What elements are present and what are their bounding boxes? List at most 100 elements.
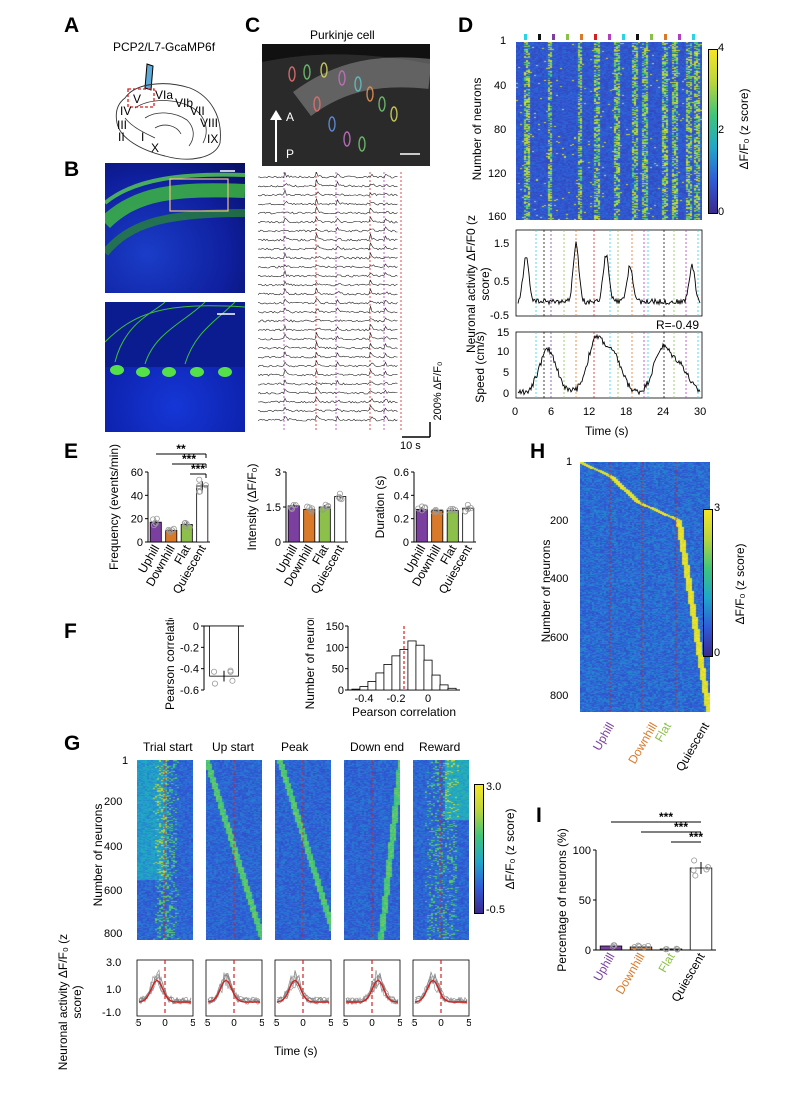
aligned-trace: -5 0 5 [411, 959, 471, 1028]
individual-trace [276, 974, 330, 1004]
data-point [636, 943, 643, 950]
data-point [609, 943, 616, 950]
x-tick-label: 0 [369, 1018, 375, 1028]
data-point [690, 867, 697, 874]
event-marker [664, 34, 667, 40]
data-point [170, 525, 177, 532]
data-point [692, 872, 699, 879]
individual-trace [207, 973, 261, 1005]
mean-trace [346, 979, 399, 1003]
lobule-label-viii: VIII [200, 116, 219, 130]
neuron-trace [258, 379, 398, 386]
y-tick-label: 0 [403, 537, 409, 549]
neuron-trace [258, 306, 398, 314]
individual-trace [207, 973, 261, 1005]
y-tick-label: 0.4 [394, 490, 409, 502]
data-point [691, 857, 698, 864]
data-point [320, 506, 327, 513]
neuron-trace [258, 242, 398, 251]
g-colorbar-tick-min: -0.5 [486, 904, 505, 916]
lobule-label-ix: IX [207, 132, 219, 146]
individual-trace [345, 978, 399, 1005]
data-point [153, 515, 160, 522]
neuron-trace [258, 414, 398, 422]
histogram-bar [439, 684, 449, 691]
category-label: Flat [655, 950, 677, 975]
significance-label: *** [689, 830, 703, 844]
activity-ytick-neg0.5: -0.5 [490, 310, 509, 322]
mean-trace [138, 979, 191, 1003]
y-tick-label: 0 [137, 537, 143, 549]
event-marker [594, 34, 597, 40]
h-category-uphill: Uphill [589, 720, 618, 753]
d-colorbar-tick-0: 0 [718, 206, 725, 218]
bar-chart: -0.6 -0.4 -0.2 0 Pearson correlation [163, 618, 244, 710]
speed-ytick-15: 15 [497, 327, 510, 339]
heatmap-ytick-160: 160 [488, 211, 507, 223]
event-marker [636, 34, 639, 40]
x-tick-label: -5 [342, 1018, 349, 1028]
h-ytick-800: 800 [550, 690, 569, 702]
y-tick-label: 3 [275, 467, 281, 479]
y-axis-label: Duration (s) [373, 476, 387, 539]
data-point [467, 505, 474, 512]
aligned-trace: -5 0 5 [273, 959, 333, 1028]
g-ytick-200: 200 [104, 796, 123, 808]
bar [689, 867, 713, 951]
data-point [430, 508, 437, 515]
histogram-bar [447, 687, 457, 691]
heatmap-ytick-80: 80 [494, 124, 507, 136]
bar [431, 510, 444, 543]
x-tick-label: 0 [162, 1018, 168, 1028]
individual-trace [207, 973, 261, 1004]
individual-trace [138, 976, 192, 1005]
neuron-trace [258, 396, 398, 404]
purkinje-title: Purkinje cell [310, 28, 375, 42]
category-label: Downhill [613, 951, 648, 997]
data-point [196, 488, 203, 495]
heatmap-ylabel: Number of neurons [470, 77, 484, 181]
category-label: Uphill [590, 951, 617, 984]
construct-label: PCP2/L7-GcaMP6f [113, 40, 216, 54]
activity-line [517, 241, 701, 306]
axis-label-a: A [286, 110, 295, 124]
trace-scale-bar [402, 422, 431, 438]
y-tick-label: 0 [585, 945, 591, 957]
g-trace-ytick-3: 3.0 [106, 957, 122, 969]
activity-ytick-0.5: 0.5 [494, 276, 510, 288]
individual-trace [345, 972, 399, 1006]
individual-trace [138, 969, 192, 1005]
panel-label-f: F [64, 620, 77, 643]
speed-xtick-18: 18 [620, 406, 633, 418]
mean-trace [207, 979, 260, 1003]
trace-frame [136, 959, 194, 1017]
data-point [211, 668, 218, 675]
aligned-heatmap [137, 760, 193, 940]
x-tick-label: 5 [190, 1018, 195, 1028]
individual-trace [207, 973, 261, 1003]
panel-label-b: B [64, 158, 80, 181]
lobule-label-i: I [141, 130, 145, 144]
speed-trace [515, 331, 703, 399]
lobule-label-iii: III [117, 118, 128, 132]
neuron-trace [258, 369, 398, 377]
x-tick-label: -5 [135, 1018, 142, 1028]
y-tick-label: 150 [326, 621, 344, 633]
histogram-bar [359, 686, 369, 691]
event-marker [552, 34, 555, 40]
neuron-trace [258, 386, 398, 395]
individual-trace [345, 975, 399, 1005]
neuron-trace [258, 323, 398, 332]
y-axis-label: Percentage of neurons (%) [555, 828, 569, 971]
behavior-sorted-heatmap [580, 462, 710, 712]
g-trace-ytick-1: 1.0 [106, 984, 122, 996]
individual-trace [414, 970, 468, 1004]
micrograph-cerebellum-overview [105, 163, 245, 293]
g-ytick-600: 600 [104, 885, 123, 897]
data-point [292, 502, 299, 509]
y-tick-label: 1.5 [266, 502, 281, 514]
histogram-bar [383, 664, 393, 691]
